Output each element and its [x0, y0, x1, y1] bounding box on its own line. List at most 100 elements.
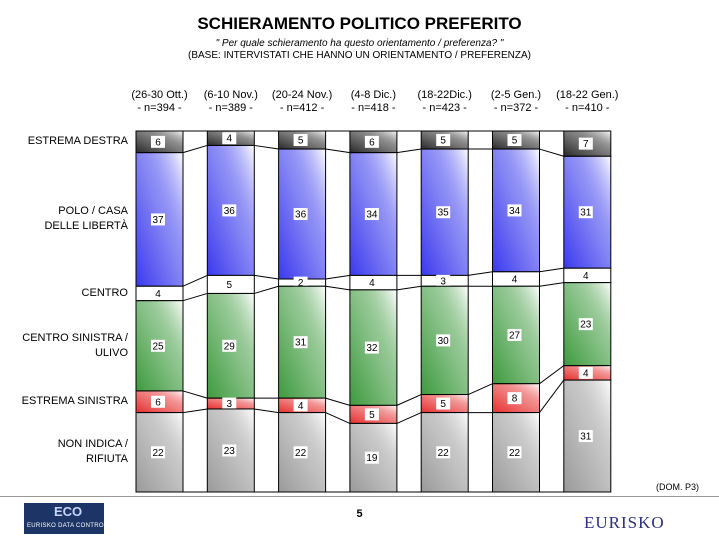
connector-band [539, 282, 564, 384]
row-label-line: ULIVO [94, 346, 128, 359]
data-label: 31 [295, 338, 307, 349]
row-label: NON INDICA / RIFIUTA [4, 437, 128, 467]
data-label-box [436, 397, 451, 410]
connector-band [254, 275, 279, 294]
connector-band [468, 149, 493, 276]
data-label: 22 [438, 448, 450, 459]
connector-band [539, 268, 564, 287]
row-label: POLO / CASA DELLE LIBERTÀ [4, 204, 128, 234]
data-label: 6 [369, 137, 375, 148]
connector-band [396, 275, 422, 290]
data-label-box [151, 287, 165, 300]
data-label-box [222, 444, 237, 457]
data-label: 5 [512, 136, 518, 147]
connector-band [539, 365, 564, 413]
data-label: 31 [580, 432, 592, 443]
connector-band [468, 383, 493, 413]
data-label: 29 [224, 341, 236, 352]
connector-line [182, 292, 208, 302]
data-label: 22 [152, 448, 164, 459]
connector-line [539, 267, 564, 273]
data-label-box [222, 132, 237, 145]
question-reference: (DOM. P3) [655, 482, 699, 492]
column-header: (6-10 Nov.) - n=389 - [191, 89, 271, 115]
data-label: 19 [366, 453, 378, 464]
footer-divider [0, 496, 719, 497]
connector-band [396, 394, 422, 424]
data-label: 4 [155, 289, 161, 300]
connector-band [325, 131, 350, 153]
row-label-line: CENTRO [81, 286, 128, 299]
row-label-line: POLO / CASA [58, 205, 128, 218]
connector-band [396, 149, 422, 276]
data-label-box [222, 397, 237, 410]
data-label: 32 [366, 343, 378, 354]
row-label: ESTREMA DESTRA [4, 134, 128, 149]
data-label: 3 [440, 276, 446, 287]
data-label: 4 [369, 278, 375, 289]
chart-subtitle: " Per quale schieramento ha questo orien… [215, 38, 504, 49]
column-date: (18-22 Gen.) [556, 89, 619, 101]
connector-line [254, 408, 279, 414]
data-label-box [436, 334, 451, 347]
row-label: ESTREMA SINISTRA [4, 394, 128, 409]
data-label-box [436, 206, 451, 219]
connector-line [539, 148, 564, 157]
data-label: 36 [224, 206, 236, 217]
connector-band [468, 412, 493, 492]
connector-band [183, 408, 208, 492]
connector-band [254, 408, 279, 492]
connector-band [254, 398, 279, 413]
row-label-line: ESTREMA SINISTRA [21, 395, 128, 408]
connector-band [254, 286, 279, 399]
data-label-box [507, 446, 522, 459]
bar-segment [135, 152, 184, 287]
connector-line [182, 390, 208, 399]
data-label-box [436, 134, 451, 147]
data-label-box [293, 446, 308, 459]
connector-line [539, 282, 564, 287]
data-label-box [436, 446, 451, 459]
data-label-box [507, 134, 522, 147]
connector-line [539, 365, 565, 385]
eco-logo-text: EURISKO DATA CONTROLS [27, 523, 112, 529]
column-sample-size: - n=372 - [493, 102, 539, 114]
data-label: 22 [295, 448, 307, 459]
data-label: 5 [298, 136, 304, 147]
data-label: 5 [440, 399, 446, 410]
connector-band [396, 412, 422, 492]
data-label-box [364, 408, 379, 421]
row-label-line: ESTREMA DESTRA [27, 135, 128, 148]
data-label: 5 [369, 410, 375, 421]
data-label-box [151, 446, 165, 459]
data-label-box [293, 399, 308, 412]
row-label-line: DELLE LIBERTÀ [44, 220, 128, 233]
connector-band [183, 145, 208, 287]
chart-base-note: (BASE: INTERVISTATI CHE HANNO UN ORIENTA… [188, 50, 531, 61]
data-label: 8 [512, 394, 518, 405]
row-label-line: CENTRO SINISTRA / [22, 331, 128, 344]
column-sample-size: - n=410 - [565, 102, 610, 114]
data-label-box [578, 269, 593, 282]
data-label: 36 [295, 210, 307, 221]
connector-band [183, 293, 208, 399]
column-sample-size: - n=418 - [351, 102, 396, 114]
eco-logo-mark: ECO [54, 504, 83, 519]
connector-line [396, 285, 422, 291]
chart-title: SCHIERAMENTO POLITICO PREFERITO [197, 14, 522, 33]
data-label-box [364, 208, 379, 221]
data-label-box [578, 366, 593, 379]
data-label: 3 [227, 399, 233, 410]
column-sample-size: - n=423 - [422, 102, 467, 114]
connector-band [325, 412, 350, 492]
connector-line [325, 148, 350, 154]
data-label-box [364, 135, 379, 148]
data-label: 7 [583, 139, 589, 150]
data-label-box [436, 274, 451, 287]
data-label: 30 [438, 336, 450, 347]
data-label: 4 [583, 271, 589, 282]
connector-line [396, 148, 422, 154]
eurisko-logo: EURISKO [584, 513, 665, 532]
connector-band [539, 131, 564, 157]
data-label-box [293, 134, 308, 147]
